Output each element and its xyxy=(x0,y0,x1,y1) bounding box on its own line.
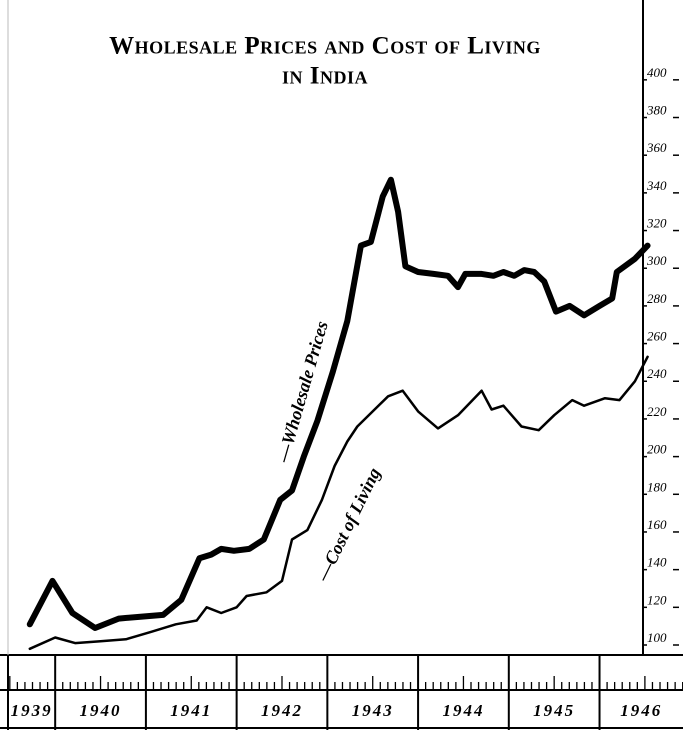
y-tick-label: 200 xyxy=(647,442,667,457)
x-tick-label: 1943 xyxy=(352,701,394,720)
series-line xyxy=(28,355,649,651)
x-tick-label: 1939 xyxy=(11,701,53,720)
y-tick-label: 360 xyxy=(646,140,667,155)
y-tick-label: 400 xyxy=(647,65,667,80)
y-tick-label: 180 xyxy=(647,479,667,494)
y-tick-label: 280 xyxy=(647,291,667,306)
series-line xyxy=(26,176,651,631)
y-tick-label: 320 xyxy=(646,216,667,231)
y-tick-label: 140 xyxy=(647,555,667,570)
chart-title: Wholesale Prices and Cost of Living xyxy=(109,33,541,60)
y-tick-label: 380 xyxy=(646,103,667,118)
y-tick-label: 120 xyxy=(647,592,667,607)
x-tick-label: 1942 xyxy=(261,701,303,720)
y-tick-label: 260 xyxy=(647,329,667,344)
y-tick-label: 160 xyxy=(647,517,667,532)
y-tick-label: 300 xyxy=(646,253,667,268)
chart-title: in India xyxy=(282,63,368,90)
x-tick-label: 1941 xyxy=(170,701,212,720)
x-tick-label: 1944 xyxy=(442,701,484,720)
y-tick-label: 100 xyxy=(647,630,667,645)
x-tick-label: 1940 xyxy=(80,701,122,720)
y-tick-label: 240 xyxy=(647,366,667,381)
annotation: —Wholesale Prices xyxy=(272,319,332,465)
x-tick-label: 1946 xyxy=(620,701,662,720)
y-tick-label: 220 xyxy=(647,404,667,419)
x-tick-label: 1945 xyxy=(533,701,575,720)
y-tick-label: 340 xyxy=(646,178,667,193)
annotation: —Cost of Living xyxy=(312,465,384,585)
